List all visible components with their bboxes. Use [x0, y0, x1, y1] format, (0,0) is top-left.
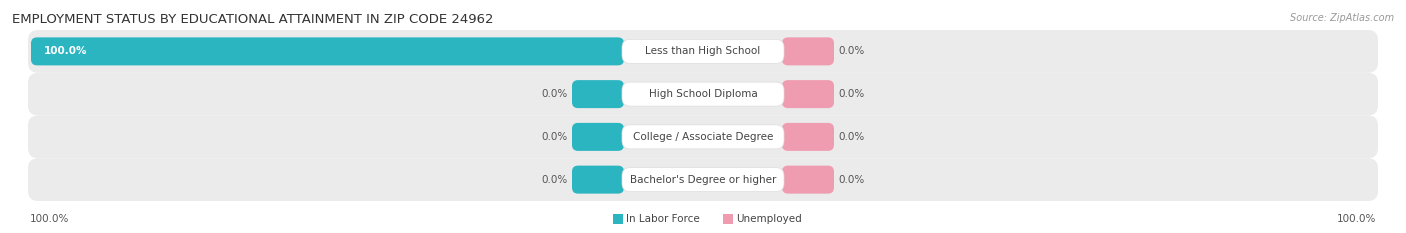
Text: Bachelor's Degree or higher: Bachelor's Degree or higher: [630, 175, 776, 185]
Text: 100.0%: 100.0%: [1337, 214, 1376, 224]
FancyBboxPatch shape: [723, 214, 733, 224]
FancyBboxPatch shape: [621, 82, 785, 106]
Text: 0.0%: 0.0%: [838, 46, 865, 56]
Text: Less than High School: Less than High School: [645, 46, 761, 56]
FancyBboxPatch shape: [782, 37, 834, 65]
Text: 0.0%: 0.0%: [541, 132, 568, 142]
FancyBboxPatch shape: [572, 166, 624, 194]
FancyBboxPatch shape: [572, 80, 624, 108]
FancyBboxPatch shape: [28, 116, 1378, 158]
Text: 0.0%: 0.0%: [541, 89, 568, 99]
Text: In Labor Force: In Labor Force: [626, 214, 700, 224]
Text: 0.0%: 0.0%: [838, 89, 865, 99]
Text: 0.0%: 0.0%: [541, 175, 568, 185]
FancyBboxPatch shape: [31, 37, 624, 65]
Text: 0.0%: 0.0%: [838, 175, 865, 185]
FancyBboxPatch shape: [572, 123, 624, 151]
FancyBboxPatch shape: [621, 125, 785, 149]
Text: High School Diploma: High School Diploma: [648, 89, 758, 99]
Text: 100.0%: 100.0%: [30, 214, 69, 224]
Text: Unemployed: Unemployed: [735, 214, 801, 224]
Text: Source: ZipAtlas.com: Source: ZipAtlas.com: [1289, 13, 1393, 23]
FancyBboxPatch shape: [621, 39, 785, 63]
FancyBboxPatch shape: [782, 166, 834, 194]
FancyBboxPatch shape: [28, 158, 1378, 201]
Text: 100.0%: 100.0%: [44, 46, 87, 56]
FancyBboxPatch shape: [621, 168, 785, 192]
Text: College / Associate Degree: College / Associate Degree: [633, 132, 773, 142]
FancyBboxPatch shape: [28, 30, 1378, 73]
FancyBboxPatch shape: [28, 73, 1378, 116]
FancyBboxPatch shape: [782, 123, 834, 151]
Text: 0.0%: 0.0%: [838, 132, 865, 142]
FancyBboxPatch shape: [782, 80, 834, 108]
Text: EMPLOYMENT STATUS BY EDUCATIONAL ATTAINMENT IN ZIP CODE 24962: EMPLOYMENT STATUS BY EDUCATIONAL ATTAINM…: [13, 13, 494, 26]
FancyBboxPatch shape: [613, 214, 623, 224]
